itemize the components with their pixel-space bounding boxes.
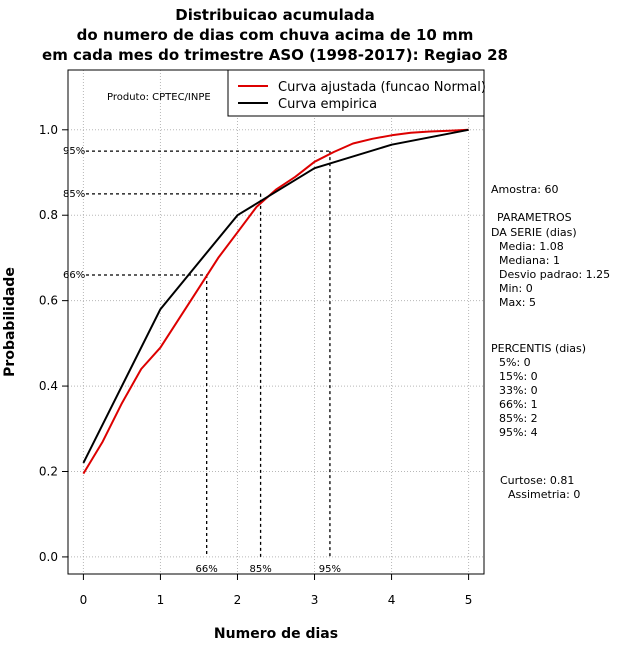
params-subtitle: DA SERIE (dias) (491, 226, 577, 239)
chart-title-line-3: em cada mes do trimestre ASO (1998-2017)… (42, 46, 508, 64)
legend-box (227, 69, 485, 117)
x-tick-label: 3 (311, 593, 319, 607)
percentile-label-left: 95% (63, 146, 85, 157)
x-axis-label: Numero de dias (214, 626, 338, 642)
series-lines (82, 128, 469, 475)
param-median: Mediana: 1 (499, 254, 560, 267)
percentile-label-bottom: 85% (249, 564, 271, 575)
params-title: PARAMETROS (497, 211, 572, 224)
x-tick-label: 1 (157, 593, 165, 607)
y-axis: 0.0 0.2 0.4 0.6 0.8 1.0 (39, 123, 68, 564)
plot-frame (67, 69, 485, 575)
percentis-title: PERCENTIS (dias) (491, 342, 586, 355)
fitted-normal-curve (82, 128, 469, 475)
percentil-15: 15%: 0 (499, 370, 538, 383)
percentil-95: 95%: 4 (499, 426, 538, 439)
param-min: Min: 0 (499, 282, 533, 295)
x-tick-label: 2 (234, 593, 242, 607)
percentil-66: 66%: 1 (499, 398, 538, 411)
percentil-33: 33%: 0 (499, 384, 538, 397)
chart-title-line-1: Distribuicao acumulada (175, 6, 374, 24)
x-tick-label: 5 (465, 593, 473, 607)
y-tick-label: 0.0 (39, 550, 58, 564)
y-axis-label: Probabilidade (2, 267, 18, 377)
y-tick-label: 1.0 (39, 123, 58, 137)
percentile-label-left: 85% (63, 189, 85, 200)
sample-size: Amostra: 60 (491, 183, 558, 196)
percentile-label-bottom: 95% (319, 564, 341, 575)
legend-label-empirical: Curva empirica (278, 97, 377, 112)
empirical-curve (82, 128, 469, 464)
y-tick-label: 0.2 (39, 464, 58, 478)
percentile-label-left: 66% (63, 270, 85, 281)
x-tick-label: 4 (388, 593, 396, 607)
chart-title-line-2: do numero de dias com chuva acima de 10 … (77, 26, 474, 44)
y-tick-label: 0.4 (39, 379, 58, 393)
param-mean: Media: 1.08 (499, 240, 564, 253)
legend: Curva ajustada (funcao Normal) Curva emp… (227, 69, 486, 117)
param-stddev: Desvio padrao: 1.25 (499, 268, 610, 281)
y-tick-label: 0.8 (39, 208, 58, 222)
skewness: Assimetria: 0 (508, 488, 580, 501)
legend-label-fitted: Curva ajustada (funcao Normal) (278, 80, 486, 95)
param-max: Max: 5 (499, 296, 536, 309)
kurtosis: Curtose: 0.81 (500, 474, 574, 487)
stats-panel: Amostra: 60 PARAMETROS DA SERIE (dias) M… (491, 183, 610, 501)
percentil-5: 5%: 0 (499, 356, 531, 369)
y-tick-label: 0.6 (39, 294, 58, 308)
grid-lines (68, 70, 484, 574)
x-tick-label: 0 (80, 593, 88, 607)
percentil-85: 85%: 2 (499, 412, 538, 425)
producer-label: Produto: CPTEC/INPE (107, 92, 211, 103)
percentile-label-bottom: 66% (196, 564, 218, 575)
percentile-guides: 66% 66% 85% 85% 95% 95% (63, 146, 341, 575)
x-axis: 0 1 2 3 4 5 (80, 574, 473, 607)
